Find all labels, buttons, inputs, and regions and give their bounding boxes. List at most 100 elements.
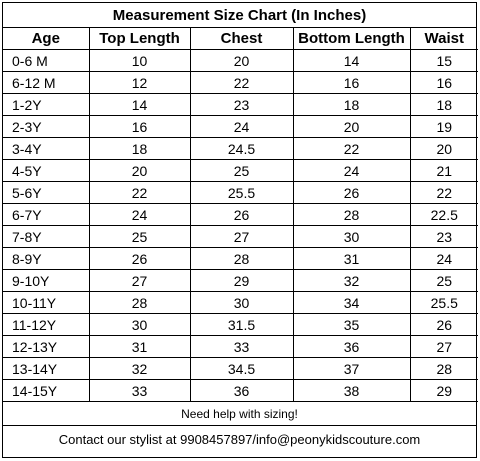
chest-cell: 29 bbox=[189, 269, 294, 292]
bottom-length-cell: 37 bbox=[292, 357, 411, 380]
bottom-length-cell: 38 bbox=[292, 379, 411, 402]
waist-cell: 18 bbox=[409, 93, 478, 116]
bottom-length-cell: 26 bbox=[292, 181, 411, 204]
header-row: Age Top Length Chest Bottom Length Waist bbox=[3, 28, 478, 50]
table-row: 2-3Y 16 24 20 19 bbox=[3, 115, 478, 138]
age-cell: 6-12 M bbox=[3, 71, 90, 94]
waist-cell: 20 bbox=[409, 137, 478, 160]
age-cell: 14-15Y bbox=[3, 379, 90, 402]
table-row: 3-4Y 18 24.5 22 20 bbox=[3, 137, 478, 160]
age-cell: 10-11Y bbox=[3, 291, 90, 314]
table-row: 4-5Y 20 25 24 21 bbox=[3, 159, 478, 182]
age-cell: 13-14Y bbox=[3, 357, 90, 380]
bottom-length-cell: 36 bbox=[292, 335, 411, 358]
table-row: 5-6Y 22 25.5 26 22 bbox=[3, 181, 478, 204]
waist-cell: 15 bbox=[409, 49, 478, 72]
table-row: 11-12Y 30 31.5 35 26 bbox=[3, 313, 478, 336]
table-row: 6-7Y 24 26 28 22.5 bbox=[3, 203, 478, 226]
age-cell: 9-10Y bbox=[3, 269, 90, 292]
table-row: 8-9Y 26 28 31 24 bbox=[3, 247, 478, 270]
top-length-cell: 12 bbox=[88, 71, 191, 94]
waist-cell: 16 bbox=[409, 71, 478, 94]
chest-cell: 24.5 bbox=[189, 137, 294, 160]
top-length-cell: 18 bbox=[88, 137, 191, 160]
waist-cell: 25.5 bbox=[409, 291, 478, 314]
top-length-cell: 20 bbox=[88, 159, 191, 182]
chart-title: Measurement Size Chart (In Inches) bbox=[3, 3, 476, 28]
waist-cell: 24 bbox=[409, 247, 478, 270]
top-length-cell: 14 bbox=[88, 93, 191, 116]
bottom-length-cell: 35 bbox=[292, 313, 411, 336]
top-length-cell: 31 bbox=[88, 335, 191, 358]
age-cell: 12-13Y bbox=[3, 335, 90, 358]
bottom-length-cell: 22 bbox=[292, 137, 411, 160]
chest-cell: 33 bbox=[189, 335, 294, 358]
chest-cell: 31.5 bbox=[189, 313, 294, 336]
top-length-cell: 26 bbox=[88, 247, 191, 270]
top-length-cell: 10 bbox=[88, 49, 191, 72]
chest-cell: 24 bbox=[189, 115, 294, 138]
size-table: Age Top Length Chest Bottom Length Waist… bbox=[3, 28, 478, 402]
chest-cell: 26 bbox=[189, 203, 294, 226]
age-cell: 6-7Y bbox=[3, 203, 90, 226]
bottom-length-cell: 30 bbox=[292, 225, 411, 248]
table-row: 9-10Y 27 29 32 25 bbox=[3, 269, 478, 292]
bottom-length-cell: 24 bbox=[292, 159, 411, 182]
bottom-length-cell: 20 bbox=[292, 115, 411, 138]
bottom-length-cell: 16 bbox=[292, 71, 411, 94]
bottom-length-cell: 31 bbox=[292, 247, 411, 270]
chest-cell: 28 bbox=[189, 247, 294, 270]
column-header-top-length: Top Length bbox=[88, 28, 191, 50]
chest-cell: 25 bbox=[189, 159, 294, 182]
waist-cell: 28 bbox=[409, 357, 478, 380]
age-cell: 11-12Y bbox=[3, 313, 90, 336]
top-length-cell: 25 bbox=[88, 225, 191, 248]
bottom-length-cell: 34 bbox=[292, 291, 411, 314]
bottom-length-cell: 18 bbox=[292, 93, 411, 116]
top-length-cell: 22 bbox=[88, 181, 191, 204]
chest-cell: 23 bbox=[189, 93, 294, 116]
table-row: 14-15Y 33 36 38 29 bbox=[3, 379, 478, 402]
age-cell: 1-2Y bbox=[3, 93, 90, 116]
table-row: 0-6 M 10 20 14 15 bbox=[3, 49, 478, 72]
chest-cell: 27 bbox=[189, 225, 294, 248]
bottom-length-cell: 14 bbox=[292, 49, 411, 72]
chest-cell: 30 bbox=[189, 291, 294, 314]
top-length-cell: 24 bbox=[88, 203, 191, 226]
help-text: Need help with sizing! bbox=[3, 402, 476, 426]
age-cell: 2-3Y bbox=[3, 115, 90, 138]
age-cell: 0-6 M bbox=[3, 49, 90, 72]
table-row: 13-14Y 32 34.5 37 28 bbox=[3, 357, 478, 380]
top-length-cell: 28 bbox=[88, 291, 191, 314]
column-header-bottom-length: Bottom Length bbox=[292, 28, 411, 50]
chest-cell: 25.5 bbox=[189, 181, 294, 204]
age-cell: 5-6Y bbox=[3, 181, 90, 204]
table-row: 10-11Y 28 30 34 25.5 bbox=[3, 291, 478, 314]
age-cell: 3-4Y bbox=[3, 137, 90, 160]
age-cell: 8-9Y bbox=[3, 247, 90, 270]
table-row: 7-8Y 25 27 30 23 bbox=[3, 225, 478, 248]
waist-cell: 22.5 bbox=[409, 203, 478, 226]
table-row: 6-12 M 12 22 16 16 bbox=[3, 71, 478, 94]
waist-cell: 22 bbox=[409, 181, 478, 204]
age-cell: 4-5Y bbox=[3, 159, 90, 182]
waist-cell: 25 bbox=[409, 269, 478, 292]
top-length-cell: 33 bbox=[88, 379, 191, 402]
contact-text: Contact our stylist at 9908457897/info@p… bbox=[58, 431, 421, 447]
chest-cell: 36 bbox=[189, 379, 294, 402]
waist-cell: 26 bbox=[409, 313, 478, 336]
bottom-length-cell: 32 bbox=[292, 269, 411, 292]
table-row: 1-2Y 14 23 18 18 bbox=[3, 93, 478, 116]
waist-cell: 29 bbox=[409, 379, 478, 402]
top-length-cell: 27 bbox=[88, 269, 191, 292]
chest-cell: 34.5 bbox=[189, 357, 294, 380]
table-body: 0-6 M 10 20 14 15 6-12 M 12 22 16 16 1-2Y 14 23 18 18 2… bbox=[3, 49, 478, 402]
waist-cell: 21 bbox=[409, 159, 478, 182]
chest-cell: 22 bbox=[189, 71, 294, 94]
bottom-length-cell: 28 bbox=[292, 203, 411, 226]
waist-cell: 23 bbox=[409, 225, 478, 248]
top-length-cell: 30 bbox=[88, 313, 191, 336]
top-length-cell: 32 bbox=[88, 357, 191, 380]
column-header-waist: Waist bbox=[409, 28, 478, 50]
